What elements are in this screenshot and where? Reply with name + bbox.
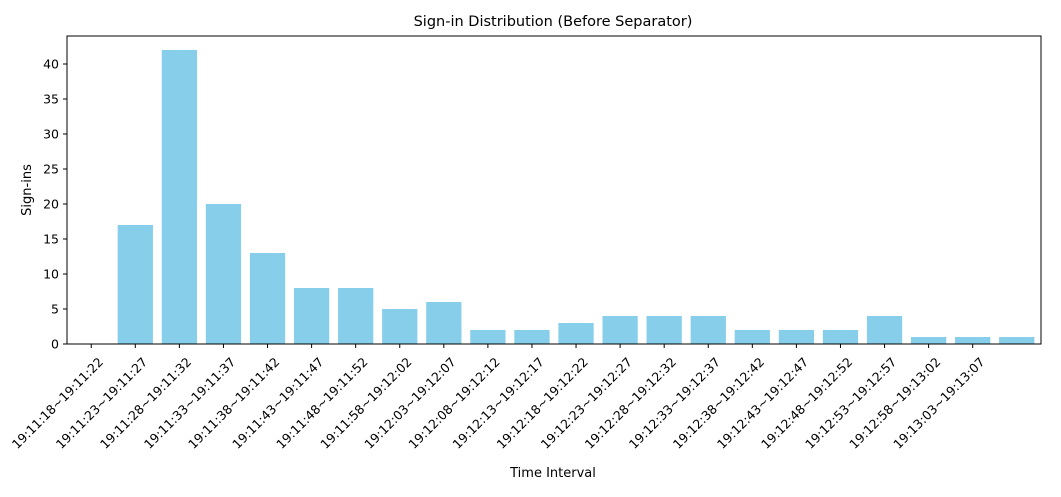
y-tick-label: 5	[51, 302, 59, 317]
bar	[249, 253, 286, 344]
bar	[205, 204, 242, 344]
bars-group	[117, 50, 1035, 344]
bar	[514, 330, 550, 344]
chart-title: Sign-in Distribution (Before Separator)	[414, 14, 693, 30]
bar	[470, 330, 506, 344]
bar	[866, 316, 903, 344]
bar	[734, 330, 770, 344]
plot-frame	[66, 35, 1042, 345]
y-tick-label: 30	[43, 127, 59, 142]
bar	[293, 288, 330, 344]
x-axis-label: Time Interval	[509, 466, 596, 481]
y-tick-label: 15	[43, 232, 59, 247]
bar	[778, 330, 815, 344]
bar	[558, 323, 594, 344]
y-tick-label: 25	[43, 162, 59, 177]
y-tick-label: 20	[43, 197, 59, 212]
y-tick-label: 10	[43, 267, 59, 282]
y-tick-label: 40	[43, 57, 59, 72]
bar	[822, 330, 859, 344]
y-tick-label: 0	[51, 337, 59, 352]
y-axis-label: Sign-ins	[20, 164, 35, 216]
bar	[382, 309, 418, 344]
bar	[690, 316, 726, 344]
bar	[999, 337, 1035, 344]
y-tick-label: 35	[43, 92, 59, 107]
bar	[426, 302, 462, 344]
y-ticks-group: 0 5 10 15 20 25 30 35 40	[43, 57, 67, 352]
bar	[646, 316, 682, 344]
bar	[338, 288, 374, 344]
bar	[955, 337, 991, 344]
bar	[161, 50, 198, 344]
bar	[910, 337, 947, 344]
bar	[602, 316, 638, 344]
x-ticks-group: 19:11:18~19:11:2219:11:23~19:11:2719:11:…	[9, 344, 988, 452]
bar	[117, 225, 153, 344]
